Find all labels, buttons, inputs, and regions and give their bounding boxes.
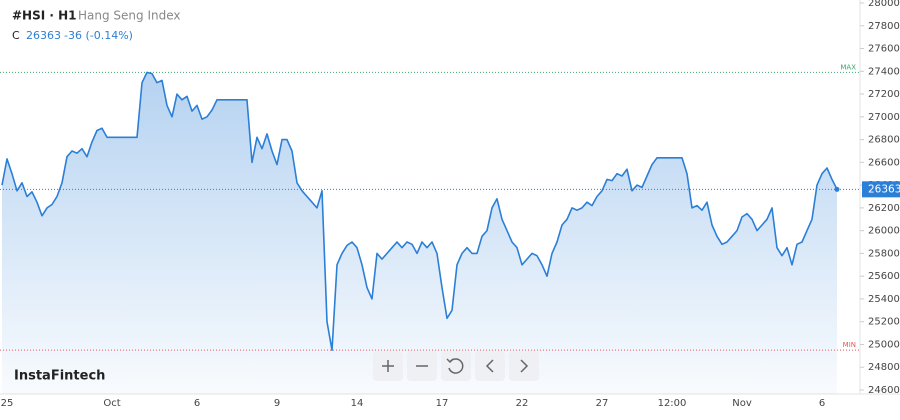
y-tick-label: 27800 — [868, 21, 900, 32]
x-tick-label: 27 — [596, 398, 609, 409]
scroll-right-button[interactable] — [509, 351, 539, 381]
y-tick-label: 27400 — [868, 66, 900, 77]
y-tick-label: 26000 — [868, 226, 900, 237]
close-label: C — [12, 29, 20, 42]
zoom-out-button[interactable] — [407, 351, 437, 381]
y-tick-label: 26200 — [868, 203, 900, 214]
instrument-name: Hang Seng Index — [78, 9, 181, 23]
x-tick-label: 9 — [274, 398, 280, 409]
x-tick-label: 6 — [819, 398, 825, 409]
y-tick-label: 27000 — [868, 112, 900, 123]
min-line-label: MIN — [843, 341, 856, 349]
y-tick-label: 28000 — [868, 0, 900, 9]
last-price-label: 26363 — [868, 183, 900, 195]
close-value: 26363 — [26, 29, 61, 42]
x-tick-label: 25 — [1, 398, 14, 409]
area-fill — [2, 72, 837, 395]
plot — [0, 71, 860, 395]
y-tick-label: 25400 — [868, 294, 900, 305]
x-tick-label: Nov — [732, 398, 752, 409]
y-tick-label: 26600 — [868, 157, 900, 168]
x-tick-label: Oct — [103, 398, 120, 409]
last-price-box — [862, 181, 900, 198]
y-tick-label: 24800 — [868, 362, 900, 373]
x-tick-label: 17 — [436, 398, 449, 409]
x-tick-label: 12:00 — [658, 398, 687, 409]
y-tick-label: 25200 — [868, 317, 900, 328]
symbol: #HSI · H1 — [12, 9, 77, 23]
x-tick-label: 14 — [351, 398, 364, 409]
y-tick-label: 24600 — [868, 385, 900, 396]
change: -36 (-0.14%) — [64, 29, 133, 42]
y-tick-label: 27200 — [868, 89, 900, 100]
zoom-in-button[interactable] — [373, 351, 403, 381]
brand: InstaFintech — [14, 369, 105, 384]
y-tick-label: 27600 — [868, 44, 900, 55]
y-tick-label: 25000 — [868, 339, 900, 350]
x-tick-label: 22 — [516, 398, 529, 409]
reset-button[interactable] — [441, 351, 471, 381]
y-tick-label: 25800 — [868, 248, 900, 259]
y-tick-label: 25600 — [868, 271, 900, 282]
x-tick-label: 6 — [194, 398, 200, 409]
price-line — [1, 71, 838, 351]
zoom-controls — [373, 351, 539, 381]
scroll-left-button[interactable] — [475, 351, 505, 381]
last-price-dot — [834, 186, 840, 192]
max-line-label: MAX — [840, 63, 856, 71]
y-tick-label: 26800 — [868, 135, 900, 146]
